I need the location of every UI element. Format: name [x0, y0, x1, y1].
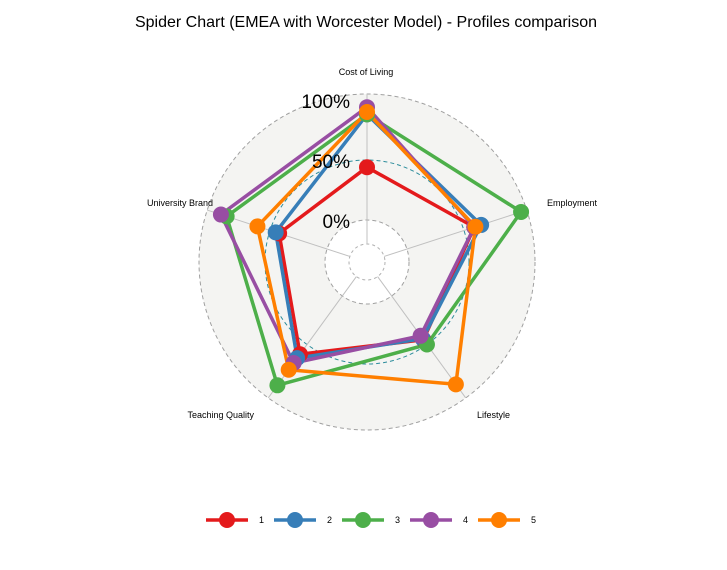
- data-point: [212, 206, 229, 223]
- legend-label: 2: [327, 515, 332, 525]
- axis-label: Cost of Living: [339, 67, 394, 77]
- axis-label: Lifestyle: [477, 410, 510, 420]
- grid-circle-center: [348, 243, 386, 281]
- axis-spoke: [383, 209, 527, 257]
- data-point: [280, 361, 297, 378]
- legend-label: 1: [259, 515, 264, 525]
- series-layer: [212, 99, 530, 394]
- legend-swatch-point: [219, 512, 235, 528]
- legend-label: 3: [395, 515, 400, 525]
- grid-value-label: 50%: [312, 152, 350, 173]
- data-point: [412, 327, 429, 344]
- legend-swatch-point: [287, 512, 303, 528]
- grid-value-label: 0%: [323, 212, 351, 233]
- legend-label: 4: [463, 515, 468, 525]
- legend-swatch-point: [491, 512, 507, 528]
- axis-labels: Cost of Living Employment Lifestyle Teachin…: [147, 67, 598, 420]
- chart-title: Spider Chart (EMEA with Worcester Model)…: [135, 14, 597, 31]
- data-point: [513, 203, 530, 220]
- legend-swatch-point: [355, 512, 371, 528]
- data-point: [467, 218, 484, 235]
- axis-label: Employment: [547, 198, 598, 208]
- data-point: [359, 104, 375, 120]
- data-point: [269, 377, 286, 394]
- data-point: [267, 224, 284, 241]
- legend-label: 5: [531, 515, 536, 525]
- axis-label: University Brand: [147, 198, 213, 208]
- data-point: [447, 376, 464, 393]
- grid-value-label: 100%: [301, 92, 350, 113]
- axis-spoke: [267, 276, 357, 399]
- axis-label: Teaching Quality: [187, 410, 254, 420]
- legend: 1 2 3 4 5: [206, 512, 536, 528]
- legend-swatch-point: [423, 512, 439, 528]
- grid-labels: 0% 50% 100%: [301, 92, 350, 233]
- data-point: [249, 218, 266, 235]
- series-line: [224, 112, 523, 388]
- series-line: [255, 110, 478, 387]
- data-point: [359, 159, 375, 176]
